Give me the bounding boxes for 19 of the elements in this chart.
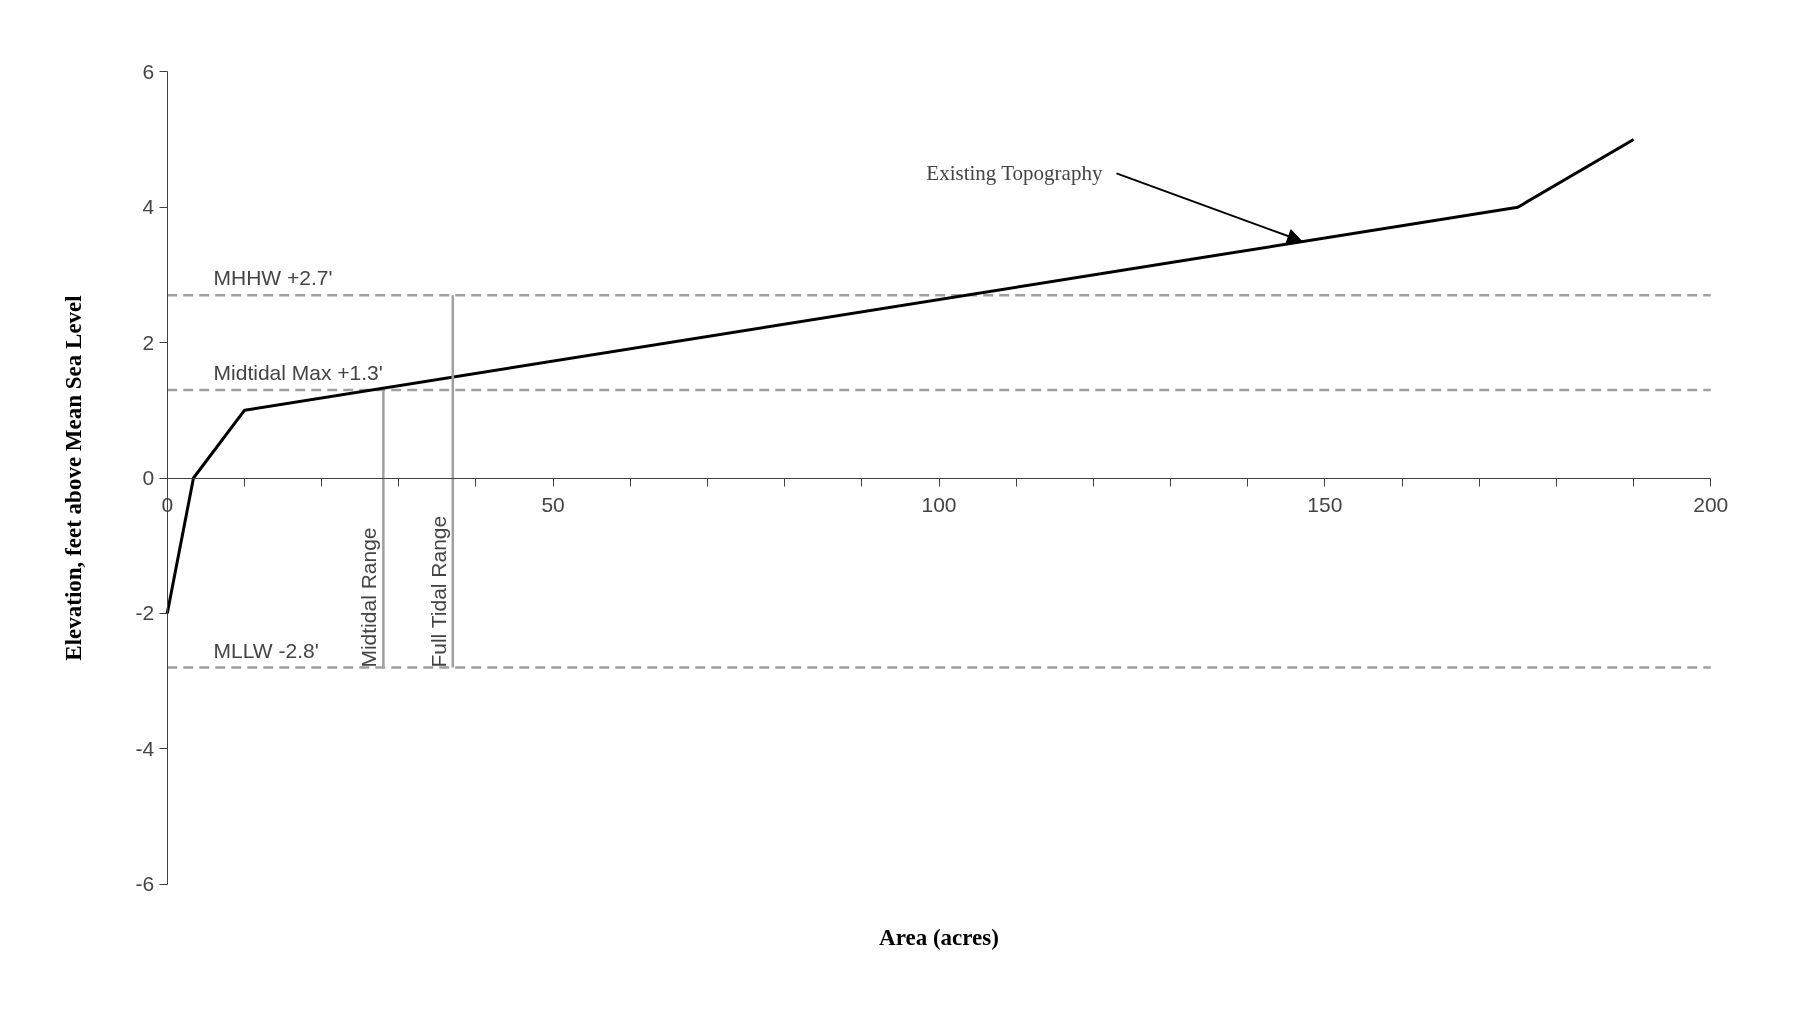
y-tick-label: 0	[142, 466, 155, 489]
text: Midtidal Range	[357, 527, 381, 668]
x-tick-label: 100	[921, 493, 957, 516]
x-axis-title: Area (acres)	[879, 924, 999, 950]
y-tick-label: -4	[135, 736, 155, 760]
y-axis-title: Elevation, feet above Mean Sea Level	[60, 295, 86, 661]
x-tick-label: 150	[1307, 493, 1343, 516]
ref-line-label: MLLW -2.8'	[213, 638, 319, 662]
y-tick-label: -6	[135, 872, 155, 896]
y-tick-label: -2	[135, 601, 155, 625]
y-tick-label: 4	[142, 195, 155, 219]
x-tick-label: 200	[1693, 493, 1729, 516]
text: Full Tidal Range	[426, 515, 450, 668]
ref-line-label: MHHW +2.7'	[213, 266, 333, 290]
y-tick-label: 6	[142, 59, 155, 83]
y-tick-label: 2	[142, 330, 155, 354]
x-tick-label: 50	[541, 493, 565, 516]
ref-line-label: Midtidal Max +1.3'	[213, 360, 383, 384]
annotation: Existing Topography	[926, 161, 1103, 186]
